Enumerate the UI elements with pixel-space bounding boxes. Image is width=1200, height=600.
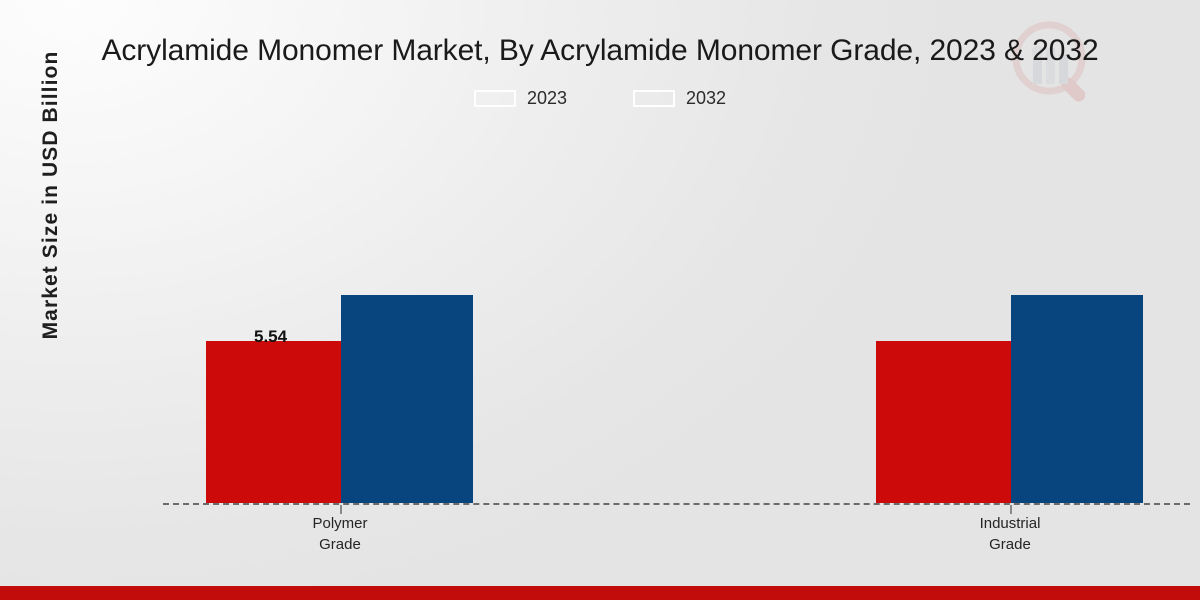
x-axis-label-industrial-grade: Industrial Grade <box>920 513 1100 555</box>
legend-item-2023[interactable]: 2023 <box>473 88 567 109</box>
x-axis-label-industrial-grade-line1: Industrial <box>979 515 1041 532</box>
legend-label-2023: 2023 <box>526 88 567 108</box>
legend-swatch-2032-icon <box>633 90 675 107</box>
x-axis-label-polymer-grade-line1: Polymer <box>312 515 368 532</box>
bar-industrial-grade-2023[interactable] <box>876 341 1011 503</box>
x-axis-label-industrial-grade-line2: Grade <box>989 536 1031 553</box>
x-axis-label-polymer-grade-line2: Grade <box>319 536 361 553</box>
x-axis-tick-polymer-grade <box>340 505 342 514</box>
bar-industrial-grade-2032[interactable] <box>1011 295 1143 503</box>
legend-item-2032[interactable]: 2032 <box>633 88 726 109</box>
bar-polymer-grade-2023[interactable] <box>206 341 341 503</box>
chart-legend: 2023 2032 <box>0 88 1200 109</box>
legend-label-2032: 2032 <box>686 88 727 108</box>
x-axis-label-polymer-grade: Polymer Grade <box>250 513 430 555</box>
footer-accent-bar <box>0 586 1200 600</box>
legend-swatch-2023-icon <box>473 90 516 107</box>
chart-title: Acrylamide Monomer Market, By Acrylamide… <box>101 34 1099 67</box>
bar-polymer-grade-2032[interactable] <box>341 295 473 503</box>
bar-value-label-polymer-grade-2023: 5.54 <box>254 327 288 346</box>
x-axis-tick-industrial-grade <box>1010 505 1012 514</box>
x-axis-baseline <box>163 503 1190 505</box>
